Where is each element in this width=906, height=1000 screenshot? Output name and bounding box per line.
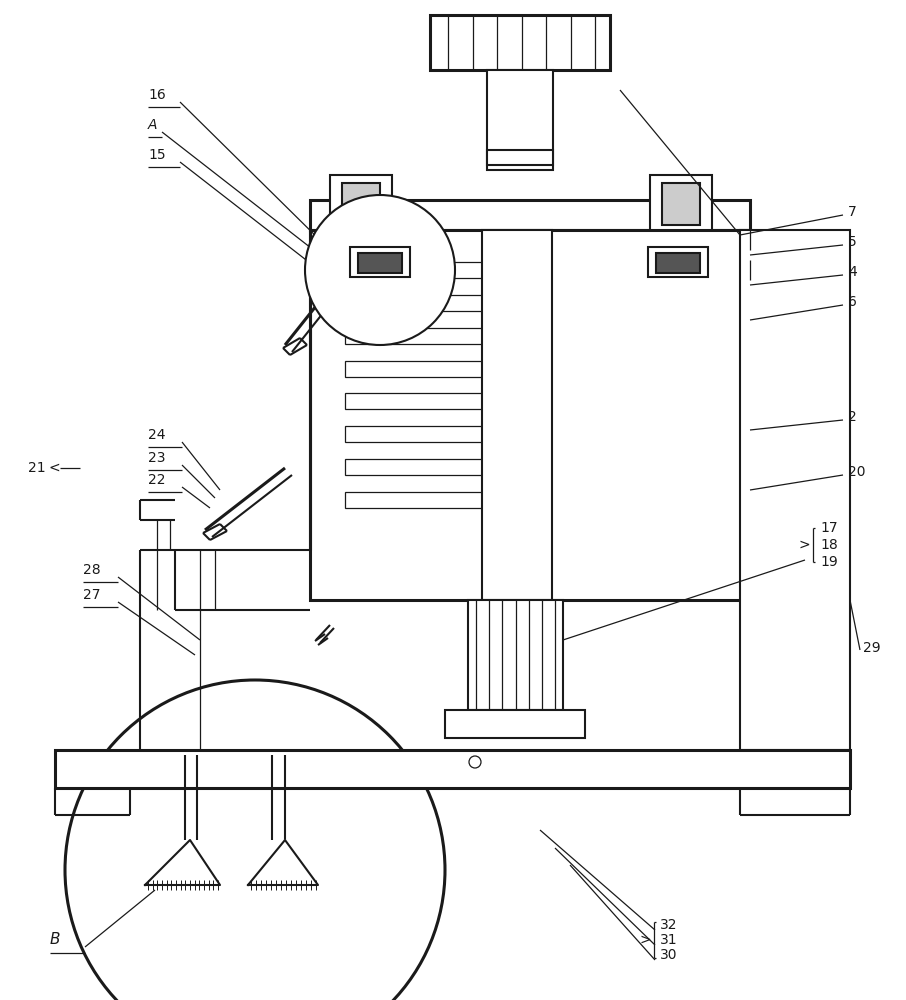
Text: 2: 2 [848, 410, 857, 424]
Text: >: > [640, 933, 651, 947]
Bar [650, 175, 712, 235]
Polygon shape [248, 840, 318, 885]
Bar [55, 750, 850, 788]
Text: 7: 7 [848, 205, 857, 219]
Text: 17: 17 [820, 521, 838, 535]
Text: 30: 30 [660, 948, 678, 962]
Text: 20: 20 [848, 465, 865, 479]
Bar [345, 262, 520, 278]
Text: 27: 27 [83, 588, 101, 602]
Text: 4: 4 [848, 265, 857, 279]
Text: 15: 15 [148, 148, 166, 162]
Text: B: B [50, 932, 61, 948]
Bar [656, 253, 700, 273]
Bar [310, 200, 750, 230]
Bar [648, 247, 708, 277]
Text: 29: 29 [863, 641, 881, 655]
Polygon shape [145, 840, 220, 885]
Bar [740, 230, 850, 750]
Circle shape [305, 195, 455, 345]
Text: 16: 16 [148, 88, 166, 102]
Bar [330, 175, 392, 235]
Bar [482, 230, 552, 600]
Text: 5: 5 [848, 235, 857, 249]
Bar [662, 183, 700, 225]
Bar [430, 15, 610, 70]
Bar [345, 492, 520, 508]
Bar [468, 600, 563, 710]
Circle shape [469, 756, 481, 768]
Bar [342, 183, 380, 225]
Text: 19: 19 [820, 555, 838, 569]
Bar [345, 459, 520, 475]
Text: A: A [148, 118, 158, 132]
Bar [345, 361, 520, 377]
Bar [345, 393, 520, 409]
Bar [345, 426, 520, 442]
Bar [487, 70, 553, 170]
Bar [345, 295, 520, 311]
Bar [487, 150, 553, 165]
Text: 18: 18 [820, 538, 838, 552]
Text: 32: 32 [660, 918, 678, 932]
Text: 6: 6 [848, 295, 857, 309]
Bar [350, 247, 410, 277]
Text: 28: 28 [83, 563, 101, 577]
Text: 31: 31 [660, 933, 678, 947]
Text: 22: 22 [148, 473, 166, 487]
Text: <: < [48, 461, 60, 475]
Bar [445, 710, 585, 738]
Bar [310, 230, 750, 600]
Text: >: > [798, 538, 810, 552]
Bar [358, 253, 402, 273]
Bar [345, 328, 520, 344]
Text: 21: 21 [28, 461, 45, 475]
Circle shape [65, 680, 445, 1000]
Text: 23: 23 [148, 451, 166, 465]
Text: 24: 24 [148, 428, 166, 442]
